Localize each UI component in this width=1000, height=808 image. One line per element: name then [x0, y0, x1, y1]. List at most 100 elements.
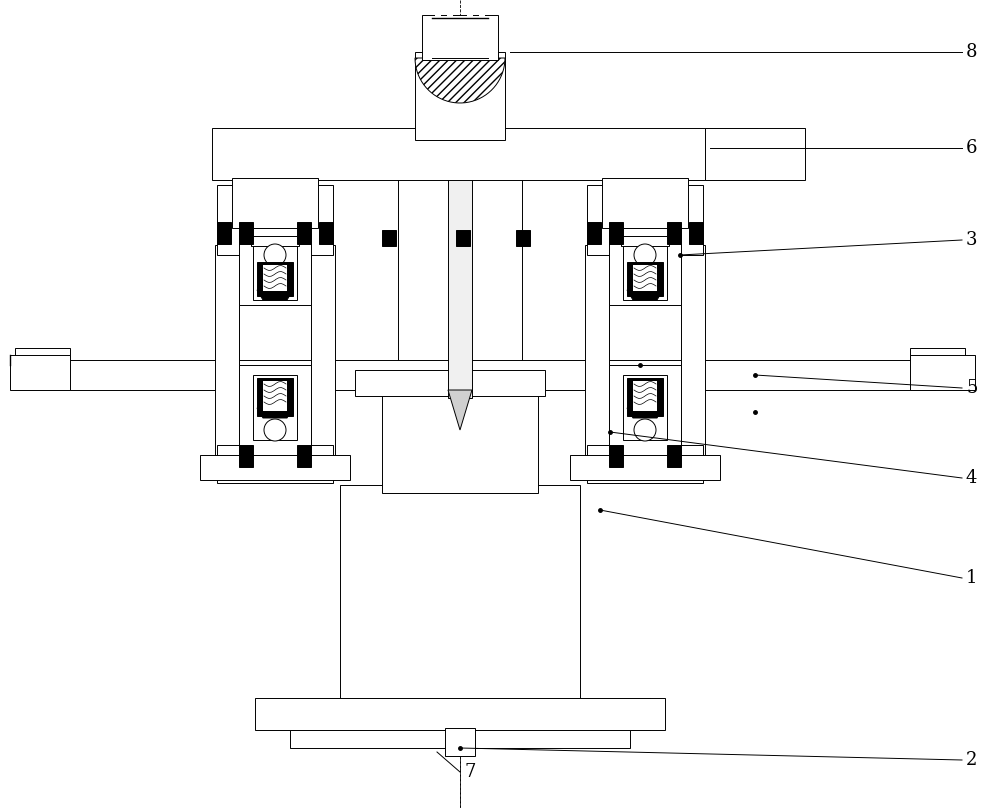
- Bar: [689, 222, 703, 244]
- Bar: [253, 242, 297, 300]
- Bar: [623, 242, 667, 300]
- Text: 6: 6: [966, 139, 978, 157]
- Bar: [435, 15, 441, 60]
- Bar: [217, 445, 333, 483]
- Bar: [467, 15, 473, 60]
- Bar: [311, 250, 330, 450]
- Bar: [623, 375, 667, 440]
- Bar: [621, 236, 669, 246]
- Bar: [602, 178, 688, 228]
- Bar: [297, 445, 311, 467]
- Bar: [290, 730, 630, 748]
- Text: 4: 4: [966, 469, 977, 487]
- Bar: [217, 185, 333, 255]
- Bar: [587, 185, 703, 255]
- Bar: [590, 250, 609, 450]
- Bar: [456, 230, 470, 246]
- Bar: [681, 245, 705, 455]
- Bar: [627, 378, 663, 416]
- Bar: [713, 136, 801, 174]
- Bar: [243, 370, 307, 450]
- Bar: [613, 220, 677, 300]
- Bar: [425, 18, 495, 58]
- Bar: [217, 222, 231, 244]
- Bar: [297, 222, 311, 244]
- Bar: [516, 230, 530, 246]
- Bar: [239, 222, 253, 244]
- Bar: [910, 348, 965, 360]
- Bar: [609, 215, 681, 305]
- Bar: [422, 15, 498, 60]
- Bar: [257, 378, 293, 416]
- Bar: [445, 728, 475, 756]
- Bar: [220, 250, 239, 450]
- Text: 1: 1: [966, 569, 978, 587]
- Bar: [319, 222, 333, 244]
- Bar: [243, 220, 307, 300]
- Bar: [348, 490, 572, 700]
- Bar: [251, 236, 299, 246]
- Bar: [263, 381, 287, 411]
- Bar: [448, 58, 472, 398]
- Bar: [570, 455, 720, 480]
- Bar: [253, 375, 297, 440]
- Bar: [311, 245, 335, 455]
- Bar: [681, 250, 700, 450]
- Bar: [398, 140, 522, 390]
- Bar: [239, 215, 311, 305]
- Bar: [223, 190, 327, 250]
- Polygon shape: [627, 290, 663, 300]
- Bar: [218, 135, 750, 175]
- Bar: [340, 485, 580, 700]
- Bar: [270, 698, 650, 730]
- Bar: [212, 128, 757, 180]
- Bar: [633, 381, 657, 411]
- Bar: [615, 228, 675, 236]
- Bar: [423, 58, 497, 140]
- Bar: [257, 262, 293, 296]
- Polygon shape: [605, 185, 685, 220]
- Bar: [415, 52, 505, 140]
- Polygon shape: [448, 390, 472, 430]
- Bar: [239, 445, 253, 467]
- Polygon shape: [627, 408, 663, 418]
- Bar: [667, 222, 681, 244]
- Bar: [10, 355, 70, 390]
- Bar: [609, 445, 623, 467]
- Bar: [232, 178, 318, 228]
- Circle shape: [634, 419, 656, 441]
- Bar: [587, 445, 703, 483]
- Bar: [609, 365, 681, 455]
- Bar: [362, 375, 538, 393]
- Bar: [447, 15, 453, 60]
- Bar: [223, 450, 327, 478]
- Bar: [15, 348, 70, 360]
- Text: 5: 5: [966, 379, 977, 397]
- Bar: [613, 370, 677, 450]
- Bar: [200, 455, 350, 480]
- Polygon shape: [257, 290, 293, 300]
- Bar: [705, 128, 805, 180]
- Text: 3: 3: [966, 231, 978, 249]
- Bar: [215, 245, 239, 455]
- Circle shape: [264, 244, 286, 266]
- Bar: [382, 380, 538, 493]
- Polygon shape: [415, 58, 505, 103]
- Bar: [245, 228, 305, 236]
- Bar: [667, 445, 681, 467]
- Text: 8: 8: [966, 43, 978, 61]
- Bar: [390, 385, 530, 493]
- Text: 7: 7: [464, 763, 475, 781]
- Text: 2: 2: [966, 751, 977, 769]
- Bar: [479, 15, 485, 60]
- Polygon shape: [235, 185, 315, 220]
- Bar: [382, 230, 396, 246]
- Bar: [405, 145, 515, 390]
- Bar: [627, 262, 663, 296]
- Bar: [587, 222, 601, 244]
- Bar: [593, 450, 697, 478]
- Polygon shape: [257, 408, 293, 418]
- Bar: [633, 265, 657, 291]
- Bar: [239, 365, 311, 455]
- Circle shape: [634, 244, 656, 266]
